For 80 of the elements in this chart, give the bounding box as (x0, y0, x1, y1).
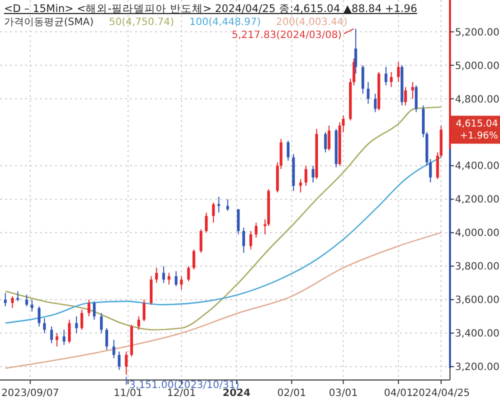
candlestick (390, 71, 393, 88)
x-tick-label: 2023/09/07 (1, 388, 60, 399)
candlestick (286, 140, 290, 162)
y-tick-label: 5,000.00 (455, 60, 500, 72)
text: 50(4,750.74) (109, 17, 174, 28)
x-tick-label: 2024/04/25 (412, 388, 470, 399)
candlestick (142, 299, 146, 322)
candlestick (150, 276, 153, 306)
candlestick (414, 84, 418, 113)
candlestick (361, 64, 364, 94)
text: 가격이동평균(SMA) (4, 17, 94, 28)
candlestick (411, 82, 414, 100)
candlestick (397, 61, 400, 83)
x-tick-label: 12/01 (167, 388, 196, 399)
candlestick (180, 276, 183, 290)
y-tick-label: 5,200.00 (455, 27, 500, 38)
candlestick (4, 292, 7, 307)
candlestick (92, 300, 96, 320)
candlestick (187, 266, 190, 282)
candlestick (105, 328, 108, 350)
x-tick-label: 04/01 (384, 388, 413, 399)
candlestick (366, 82, 370, 104)
candlestick (112, 339, 116, 359)
candlestick (404, 86, 407, 106)
candlestick (384, 66, 388, 86)
candlestick (204, 212, 208, 234)
candlestick (124, 351, 128, 376)
candlestick (50, 326, 53, 344)
candlestick (212, 202, 215, 224)
y-tick-label: 3,600.00 (455, 295, 500, 306)
candlestick (62, 329, 66, 346)
y-tick-label: 4,200.00 (455, 194, 500, 206)
candlestick (137, 316, 140, 330)
candlestick (236, 208, 240, 235)
candlestick (304, 165, 308, 186)
candlestick (312, 165, 314, 183)
y-tick-label: 4,800.00 (455, 94, 500, 106)
y-tick-label: 4,400.00 (455, 161, 500, 172)
y-tick-label: 4,000.00 (455, 228, 500, 240)
candlestick (254, 222, 258, 238)
candlestick (100, 312, 103, 334)
line-series (4, 232, 442, 369)
x-tick-label: 2024 (222, 388, 251, 399)
candlestick (328, 125, 330, 152)
candlestick (324, 132, 327, 153)
text: 100(4,448.97) (189, 17, 261, 28)
candlestick (25, 294, 28, 307)
candlestick (200, 228, 202, 254)
annotation: 5,217.83(2024/03/08) (232, 30, 342, 41)
candlestick (30, 299, 34, 312)
y-tick-label: 3,200.00 (455, 362, 500, 374)
candlestick (226, 198, 230, 212)
candlestick (168, 272, 170, 286)
candlestick (43, 318, 46, 334)
candlestick (217, 196, 220, 214)
candlestick (155, 267, 158, 284)
candlestick (242, 227, 246, 254)
candlestick (249, 230, 252, 250)
candlestick (192, 248, 196, 270)
candlestick (11, 296, 14, 309)
text: 200(4,003.44) (276, 17, 348, 28)
candlestick (56, 332, 58, 348)
candlestick (88, 299, 90, 317)
candlestick (118, 351, 121, 370)
candlestick (299, 178, 302, 194)
y-tick-label: 3,800.00 (455, 262, 500, 273)
x-tick-label: 11/01 (114, 388, 142, 399)
annotation: 4,615.04 +1.96% (456, 118, 498, 142)
candlestick (68, 319, 71, 344)
x-tick-label: 03/01 (328, 388, 358, 399)
candlestick (374, 93, 377, 113)
x-tick-label: 02/01 (277, 388, 306, 399)
candlestick (354, 28, 358, 74)
y-tick-label: 3,400.00 (455, 328, 500, 340)
candlestick (174, 270, 178, 287)
line-series (4, 156, 442, 324)
candlestick (38, 306, 40, 327)
candlestick (80, 309, 84, 330)
candlestick (75, 316, 78, 334)
chart-title: <D – 15Min> <해외-필라델피아 반도체> 2024/04/25 종:4,615.04 ▲88.84 +1.96 (4, 3, 418, 15)
